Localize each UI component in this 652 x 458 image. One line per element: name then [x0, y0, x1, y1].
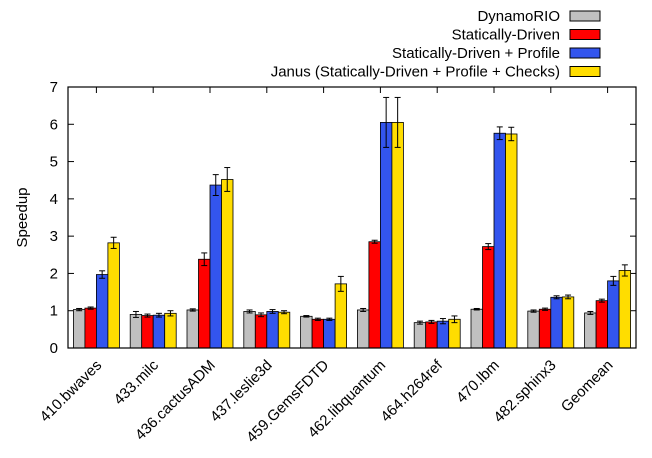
x-tick-label: 464.h264ref: [377, 356, 446, 425]
bar: [595, 300, 608, 349]
y-tick-label: 5: [50, 154, 58, 171]
legend-swatch: [569, 47, 601, 59]
plot-border: [67, 86, 637, 349]
bar: [73, 309, 86, 349]
bar: [493, 132, 506, 349]
y-tick-label: 2: [50, 265, 58, 282]
bar: [129, 314, 143, 349]
legend-label: Statically-Driven: [452, 27, 560, 44]
y-tick-label: 1: [50, 303, 58, 320]
bar: [96, 274, 109, 349]
bar: [368, 241, 381, 349]
bar: [300, 315, 313, 349]
bar: [243, 311, 256, 349]
bar: [391, 122, 404, 349]
bar: [538, 308, 552, 349]
y-tick-label: 3: [50, 228, 58, 245]
bar: [379, 122, 393, 349]
x-tick-label: 433.milc: [111, 356, 163, 408]
bar: [470, 308, 483, 349]
bar: [164, 312, 177, 349]
bar: [209, 184, 222, 349]
bar: [607, 280, 620, 349]
legend-label: Statically-Driven + Profile: [392, 45, 560, 62]
bars: [73, 122, 631, 349]
bar: [413, 322, 427, 349]
bar: [425, 321, 438, 349]
bar: [618, 270, 631, 349]
bar: [152, 314, 166, 349]
y-tick-label: 4: [50, 191, 58, 208]
bar: [254, 314, 268, 349]
bar: [277, 311, 291, 349]
x-tick-label: 470.lbm: [453, 357, 503, 407]
bar: [448, 318, 461, 349]
bar: [550, 296, 563, 349]
bar: [436, 320, 450, 349]
bar: [198, 258, 211, 349]
bar: [311, 318, 325, 349]
bar: [482, 246, 495, 349]
legend-swatch: [569, 10, 601, 22]
plot-frame: [67, 86, 637, 349]
y-tick-label: 6: [50, 116, 58, 133]
bar: [323, 318, 336, 349]
y-tick-label: 0: [50, 340, 58, 357]
x-tick-label: Geomean: [558, 357, 617, 416]
y-axis-label: Speedup: [14, 187, 31, 247]
bar: [141, 315, 154, 349]
bar: [266, 311, 279, 349]
legend-swatch: [569, 29, 601, 40]
error-bars: [76, 96, 628, 325]
bar: [356, 309, 370, 349]
bar: [505, 133, 518, 349]
legend: DynamoRIO Statically-DrivenStatically-Dri…: [271, 8, 601, 81]
bar: [107, 242, 120, 349]
bar: [527, 310, 540, 349]
legend-label: DynamoRIO: [477, 8, 560, 25]
bar: [561, 296, 575, 349]
x-tick-label: 410.bwaves: [37, 357, 106, 426]
bar: [334, 283, 348, 349]
legend-label: Janus (Statically-Driven + Profile + Che…: [271, 64, 560, 81]
legend-swatch: [569, 66, 601, 77]
bar: [186, 309, 199, 349]
bar: [584, 312, 597, 349]
y-tick-label: 7: [50, 79, 58, 96]
bar: [84, 307, 97, 349]
bar: [221, 179, 234, 349]
